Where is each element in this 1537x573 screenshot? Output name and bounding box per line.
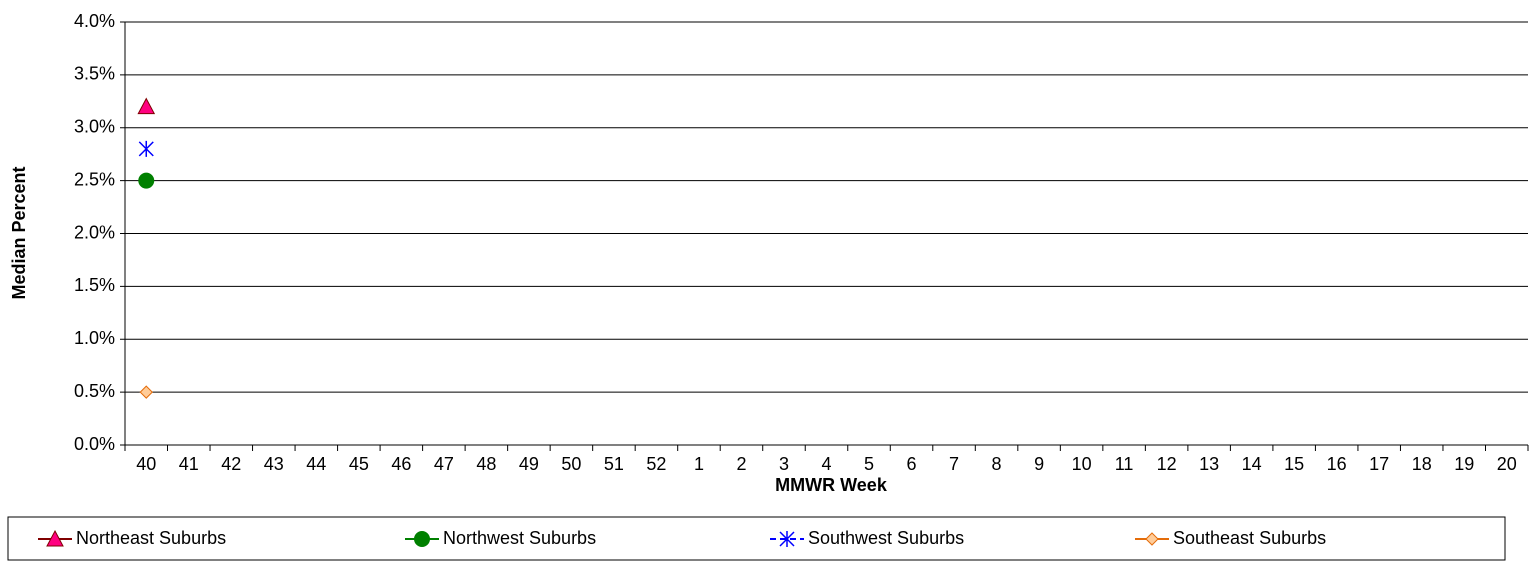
legend-marker [1145, 532, 1159, 546]
y-tick-label: 4.0% [74, 11, 115, 31]
x-tick-label: 46 [391, 454, 411, 474]
x-tick-label: 47 [434, 454, 454, 474]
y-tick-label: 0.0% [74, 434, 115, 454]
x-tick-label: 18 [1412, 454, 1432, 474]
data-point [138, 172, 155, 189]
y-tick-label: 2.5% [74, 169, 115, 189]
legend-label: Northwest Suburbs [443, 528, 596, 548]
x-tick-label: 45 [349, 454, 369, 474]
x-axis-title: MMWR Week [775, 475, 888, 495]
x-tick-label: 20 [1497, 454, 1517, 474]
x-tick-label: 8 [992, 454, 1002, 474]
legend-label: Southeast Suburbs [1173, 528, 1326, 548]
x-tick-label: 4 [821, 454, 831, 474]
x-tick-label: 17 [1369, 454, 1389, 474]
x-tick-label: 49 [519, 454, 539, 474]
legend-label: Southwest Suburbs [808, 528, 964, 548]
y-tick-label: 3.0% [74, 117, 115, 137]
legend-marker [779, 531, 795, 547]
x-tick-label: 52 [646, 454, 666, 474]
x-tick-label: 14 [1242, 454, 1262, 474]
legend-box [7, 516, 1506, 561]
x-tick-label: 50 [561, 454, 581, 474]
x-tick-label: 16 [1327, 454, 1347, 474]
y-tick-label: 3.5% [74, 64, 115, 84]
x-tick-label: 11 [1115, 454, 1134, 474]
x-tick-label: 6 [907, 454, 917, 474]
x-tick-label: 19 [1454, 454, 1474, 474]
x-tick-label: 13 [1199, 454, 1219, 474]
y-tick-label: 0.5% [74, 381, 115, 401]
x-tick-label: 12 [1157, 454, 1177, 474]
x-tick-label: 44 [306, 454, 326, 474]
x-tick-label: 41 [179, 454, 199, 474]
data-point [138, 140, 154, 157]
y-tick-label: 1.0% [74, 328, 115, 348]
data-point [137, 97, 156, 115]
x-tick-label: 5 [864, 454, 874, 474]
x-tick-label: 9 [1034, 454, 1044, 474]
data-point [139, 385, 153, 399]
x-tick-label: 42 [221, 454, 241, 474]
y-axis-title: Median Percent [9, 166, 29, 299]
x-tick-label: 48 [476, 454, 496, 474]
x-tick-label: 10 [1072, 454, 1092, 474]
legend-marker [414, 531, 430, 547]
x-tick-label: 3 [779, 454, 789, 474]
x-tick-label: 15 [1284, 454, 1304, 474]
x-tick-label: 40 [136, 454, 156, 474]
x-tick-label: 1 [694, 454, 704, 474]
x-tick-label: 2 [736, 454, 746, 474]
y-tick-label: 1.5% [74, 275, 115, 295]
y-tick-label: 2.0% [74, 222, 115, 242]
legend-marker [46, 529, 64, 547]
x-tick-label: 7 [949, 454, 959, 474]
legend-label: Northeast Suburbs [76, 528, 226, 548]
x-tick-label: 51 [604, 454, 624, 474]
x-tick-label: 43 [264, 454, 284, 474]
